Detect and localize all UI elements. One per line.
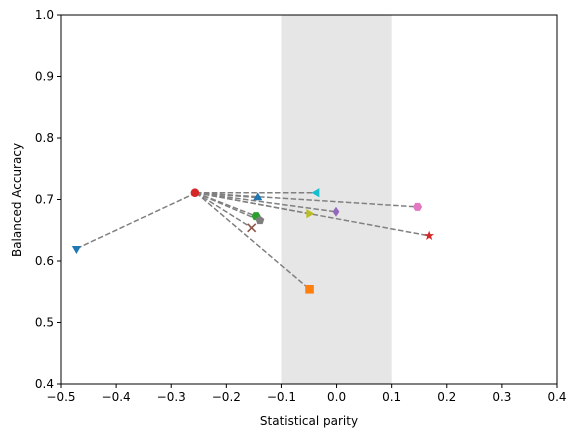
connector-line-7 [195,192,261,222]
marker-3-circle [190,188,200,198]
marker-5-x [247,223,257,233]
connector-line-10 [195,191,258,199]
x-tick-label-4: −0.1 [267,390,296,404]
x-tick-label-1: −0.4 [102,390,131,404]
shaded-region-layer [281,15,392,384]
y-tick-label-3: 0.7 [35,193,54,207]
marker-1-square [305,284,314,294]
x-tick-label-3: −0.2 [212,390,241,404]
x-tick-label-6: 0.1 [382,390,401,404]
y-axis-title: Balanced Accuracy [10,143,24,257]
marker-10-triangle-up [253,192,263,201]
y-tick-label-0: 0.4 [35,377,54,391]
marker-9-triangle-left [311,188,320,198]
y-tick-label-4: 0.8 [35,131,54,145]
connector-line-5 [195,192,253,229]
y-tick-label-2: 0.6 [35,254,54,268]
x-tick-label-8: 0.3 [492,390,511,404]
x-tick-label-5: 0.0 [327,390,346,404]
marker-5-x-stroke-b [247,223,257,233]
marker-7-pentagon [255,215,265,225]
x-tick-label-0: −0.5 [46,390,75,404]
shaded-parity-band [281,15,392,384]
marker-6-hexagon [412,202,423,211]
marker-11-star [424,230,435,240]
connector-lines-layer [76,191,430,290]
connector-line-0 [76,192,197,250]
marker-0-triangle-down [71,246,82,254]
x-axis-title: Statistical parity [260,414,358,428]
marker-4-diamond [332,206,340,217]
connector-line-1 [195,192,311,290]
markers-layer [71,188,435,294]
axes-layer: −0.5 −0.4 −0.3 −0.2 −0.1 0.0 0.1 0.2 0.3 0.4 0.4 0.… [35,8,567,404]
marker-8-triangle-right [306,209,315,219]
x-tick-label-2: −0.3 [157,390,186,404]
y-tick-label-5: 0.9 [35,70,54,84]
y-tick-label-1: 0.5 [35,316,54,330]
x-tick-label-7: 0.2 [437,390,456,404]
x-tick-label-9: 0.4 [547,390,566,404]
y-tick-label-6: 1.0 [35,8,54,22]
